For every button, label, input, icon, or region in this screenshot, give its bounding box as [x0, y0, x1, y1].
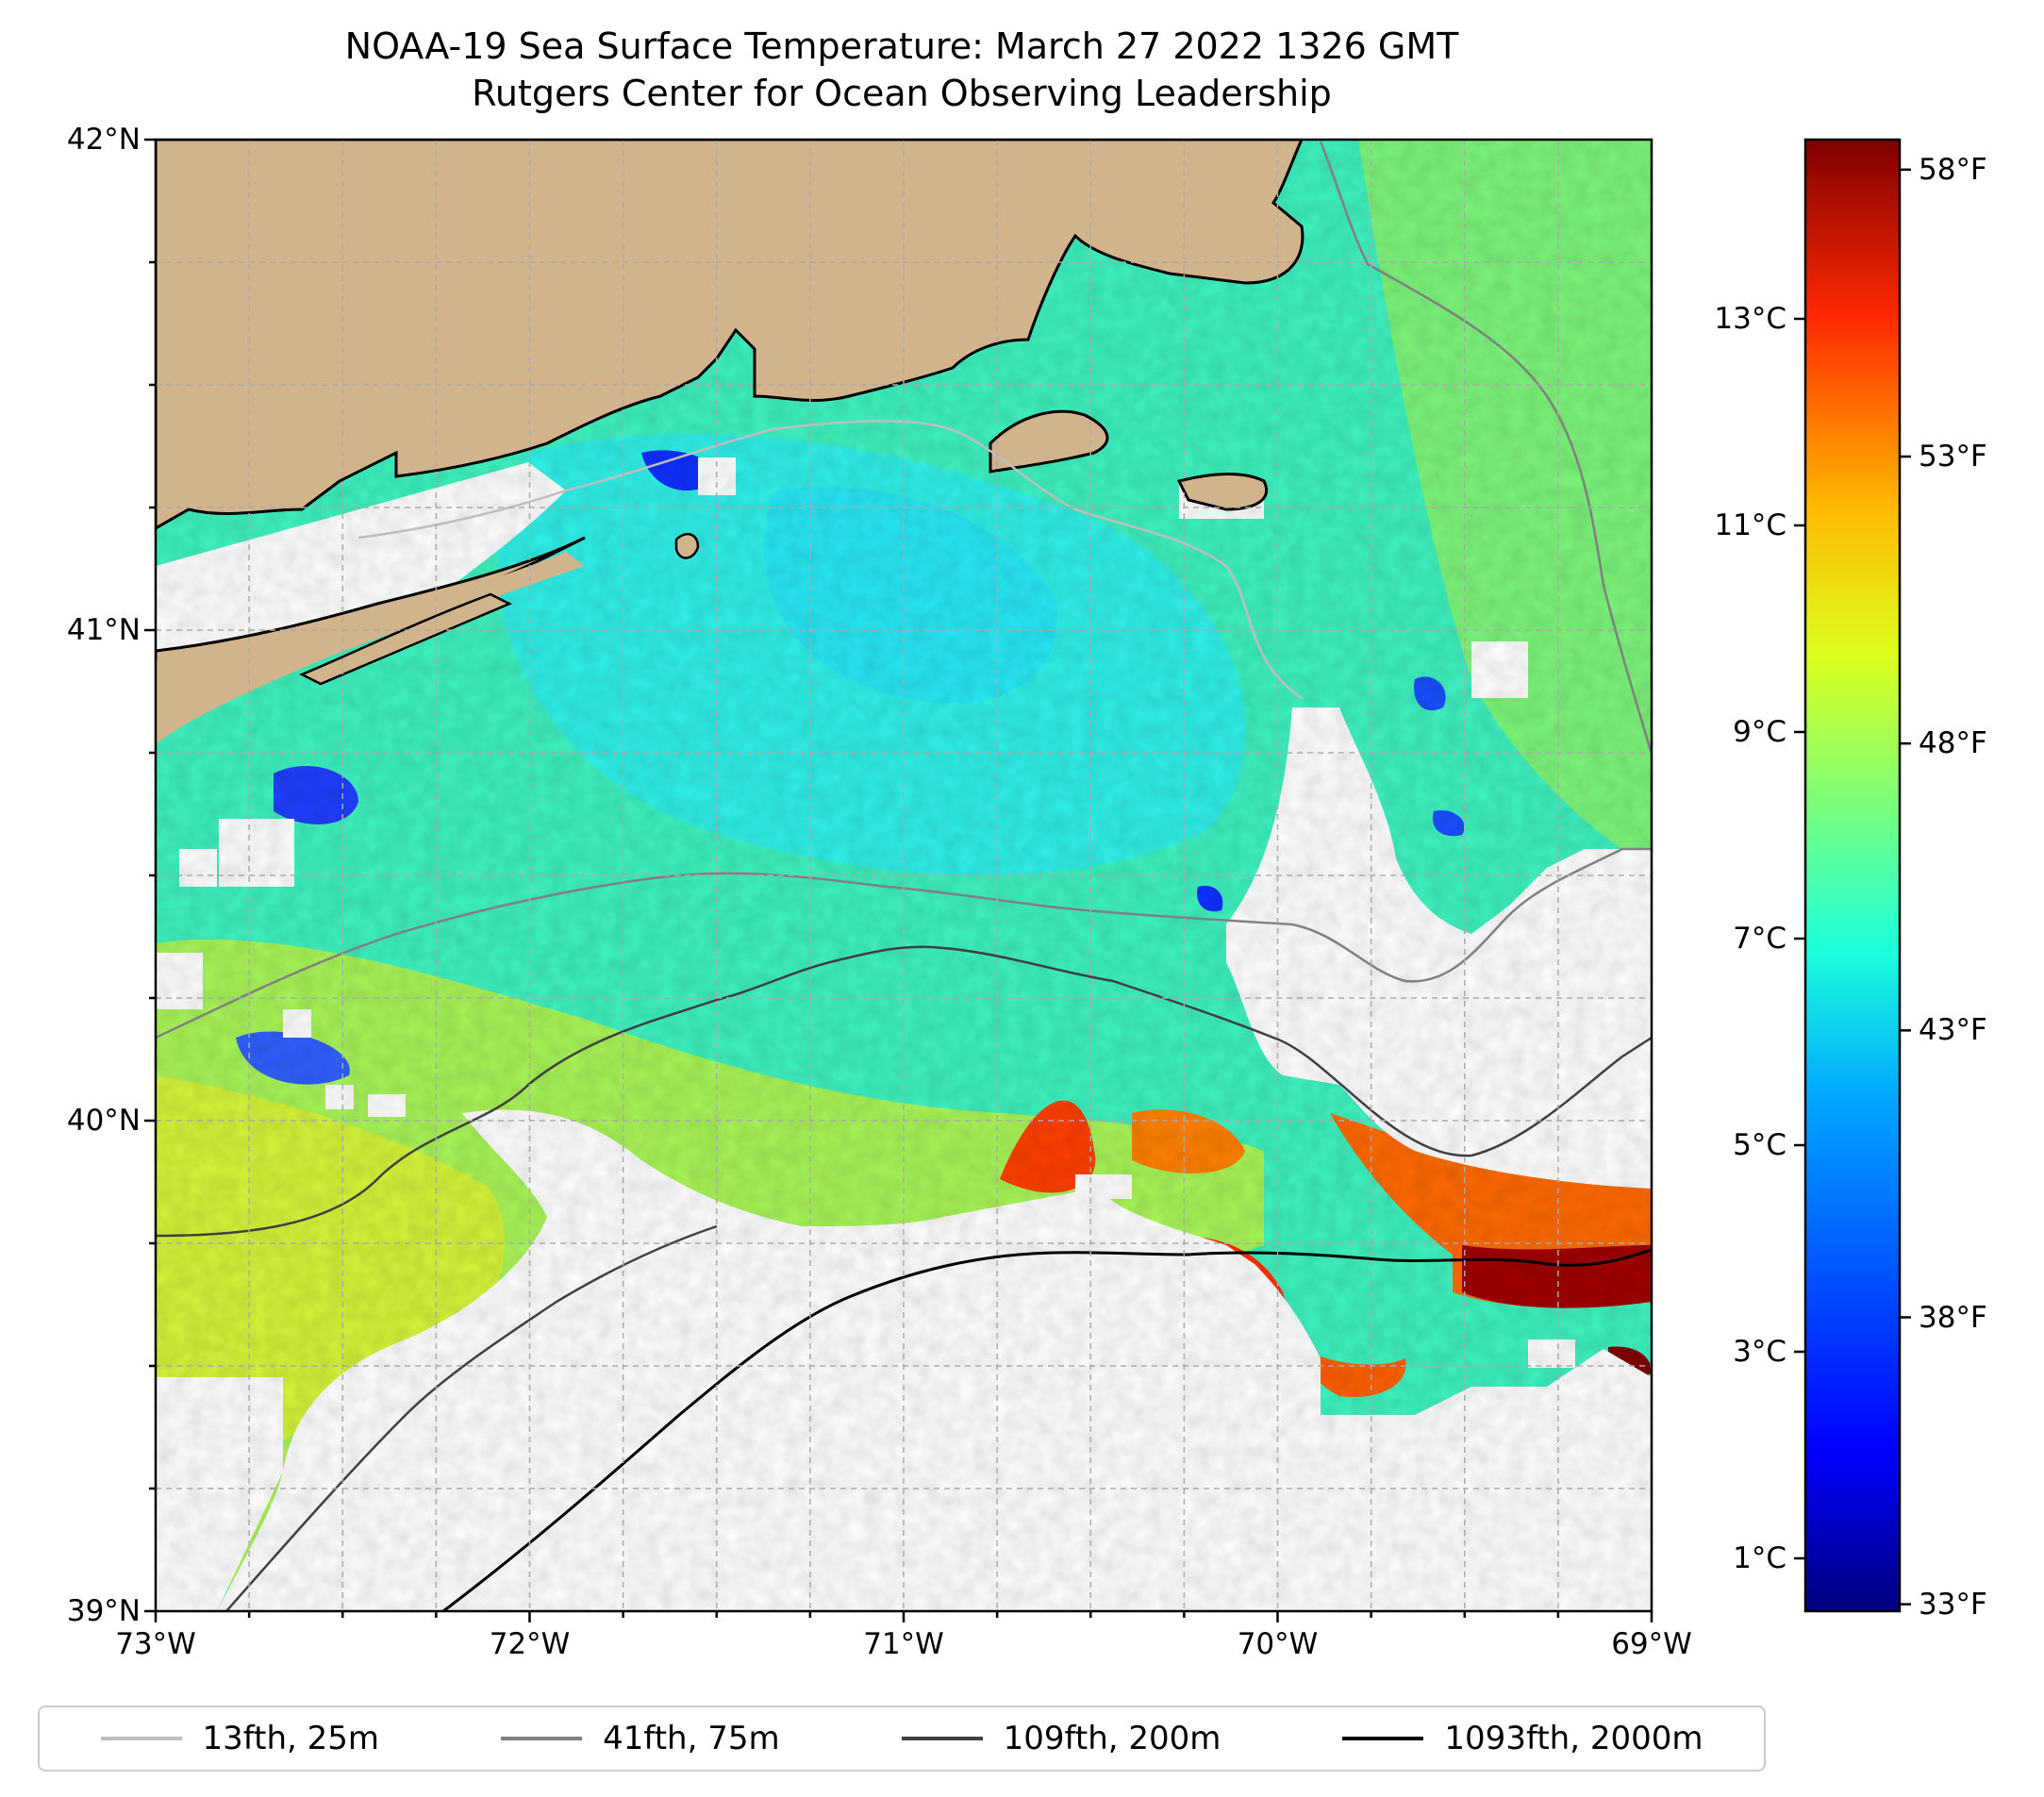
land-marthas-vineyard: [989, 409, 1109, 474]
legend-item: 13fth, 25m: [100, 1720, 380, 1757]
legend-line-swatch: [1342, 1737, 1424, 1740]
longitude-label: 70°W: [1237, 1627, 1319, 1661]
colorbar-fahrenheit-label: 43°F: [1919, 1013, 1987, 1048]
legend-label: 109fth, 200m: [1003, 1720, 1221, 1757]
longitude-label: 72°W: [489, 1627, 571, 1661]
colorbar-celsius-label: 9°C: [1733, 715, 1786, 749]
longitude-label: 69°W: [1611, 1627, 1692, 1661]
latitude-label: 40°N: [66, 1104, 141, 1138]
map-layers: [156, 140, 1652, 1611]
legend-label: 41fth, 75m: [603, 1720, 780, 1757]
legend-line-swatch: [501, 1737, 583, 1740]
isobath-75m: [156, 847, 1652, 1040]
title-line-2: Rutgers Center for Ocean Observing Leade…: [472, 73, 1332, 114]
gridlines: [156, 140, 1652, 1611]
latitude-label: 41°N: [66, 613, 141, 647]
isobath-200m: [225, 1224, 718, 1611]
isobath-200m: [156, 945, 1652, 1238]
colorbar-celsius-label: 13°C: [1714, 302, 1786, 336]
colorbar-gradient: [1803, 138, 1902, 1613]
legend-line-swatch: [100, 1737, 182, 1740]
colorbar-fahrenheit-label: 48°F: [1919, 726, 1987, 761]
legend-label: 13fth, 25m: [202, 1720, 380, 1757]
legend-item: 41fth, 75m: [501, 1720, 780, 1757]
land-nantucket: [1176, 473, 1268, 511]
legend-line-swatch: [901, 1737, 983, 1740]
tick-marks: [144, 138, 1653, 1622]
colorbar-fahrenheit-label: 33°F: [1919, 1587, 1987, 1622]
legend-item: 109fth, 200m: [901, 1720, 1221, 1757]
colorbar-fahrenheit-label: 38°F: [1919, 1300, 1987, 1335]
map-title: NOAA-19 Sea Surface Temperature: March 2…: [153, 23, 1651, 117]
isobath-legend: 13fth, 25m 41fth, 75m 109fth, 200m 1093fth,…: [38, 1705, 1766, 1772]
latitude-label: 42°N: [66, 123, 141, 157]
isobath-25m: [357, 420, 1303, 700]
colorbar-celsius-label: 1°C: [1733, 1541, 1786, 1575]
land-block-island: [674, 532, 700, 559]
legend-label: 1093fth, 2000m: [1444, 1720, 1703, 1757]
latitude-label: 39°N: [66, 1594, 141, 1628]
colorbar-celsius-label: 5°C: [1733, 1128, 1786, 1162]
colorbar-fahrenheit-label: 53°F: [1919, 440, 1987, 474]
isobath-75m: [1319, 141, 1652, 756]
colorbar-celsius-label: 7°C: [1733, 922, 1786, 956]
isobath-2000m: [442, 1248, 1652, 1611]
longitude-label: 73°W: [115, 1627, 196, 1661]
title-line-1: NOAA-19 Sea Surface Temperature: March 2…: [344, 25, 1459, 67]
longitude-label: 71°W: [863, 1627, 944, 1661]
colorbar-fahrenheit-label: 58°F: [1919, 152, 1987, 187]
colorbar-celsius-label: 3°C: [1733, 1335, 1786, 1369]
legend-item: 1093fth, 2000m: [1342, 1720, 1703, 1757]
colorbar-celsius-label: 11°C: [1714, 508, 1786, 542]
land-long-island-north-fork: [298, 592, 512, 686]
colorbar-ticks: [1794, 168, 1911, 1606]
